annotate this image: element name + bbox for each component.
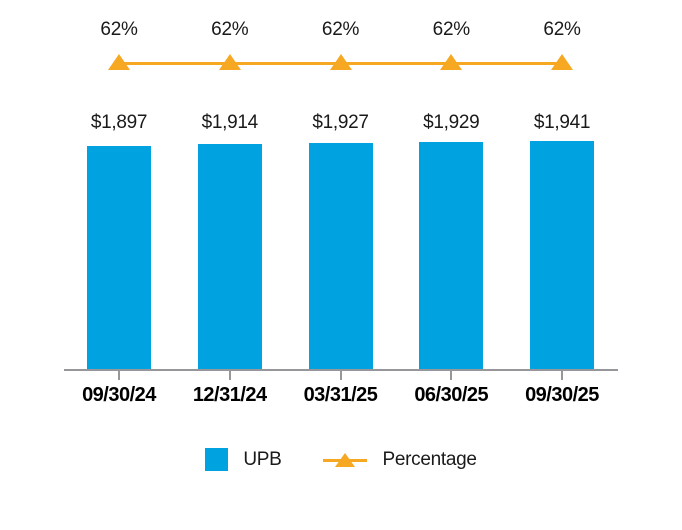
percentage-marker-triangle-icon: [218, 54, 241, 70]
percentage-data-label: 62%: [432, 19, 470, 40]
upb-bar: [87, 146, 151, 369]
percentage-data-label: 62%: [321, 19, 360, 40]
upb-bar: [308, 143, 373, 369]
bar-value-label: $1,897: [90, 112, 148, 133]
x-axis-category-label: 09/30/24: [82, 384, 156, 406]
x-axis-line: [64, 369, 618, 371]
upb-bar: [197, 144, 262, 369]
percentage-marker-triangle-icon: [108, 54, 130, 70]
x-axis-tick: [228, 371, 231, 380]
x-axis-tick: [450, 371, 453, 380]
legend-label-percentage: Percentage: [382, 448, 477, 470]
x-axis-tick: [339, 371, 342, 380]
legend-item-percentage: Percentage: [323, 448, 477, 471]
x-axis-category-label: 06/30/25: [414, 384, 489, 406]
percentage-marker-triangle-icon: [329, 54, 352, 70]
bar-value-label: $1,914: [201, 112, 259, 133]
x-axis-tick: [561, 371, 563, 380]
x-axis-category-label: 12/31/24: [192, 384, 267, 406]
percentage-data-label: 62%: [211, 19, 249, 40]
percentage-marker-triangle-icon: [551, 54, 573, 70]
percentage-marker-triangle-icon: [440, 54, 463, 70]
legend-label-upb: UPB: [243, 448, 282, 470]
upb-bar: [530, 141, 594, 369]
bar-value-label: $1,929: [423, 112, 480, 133]
percentage-data-label: 62%: [543, 19, 581, 40]
percentage-marker-icon: [323, 452, 368, 468]
bar-value-label: $1,941: [533, 112, 591, 133]
legend-item-upb: UPB: [205, 448, 282, 471]
bar-value-label: $1,927: [312, 112, 369, 133]
percentage-data-label: 62%: [100, 19, 138, 40]
x-axis-category-label: 09/30/25: [525, 384, 599, 406]
x-axis-tick: [118, 371, 120, 380]
upb-bar: [419, 142, 484, 369]
upb-swatch-icon: [205, 448, 229, 471]
legend: UPB Percentage: [0, 448, 682, 471]
x-axis-category-label: 03/31/25: [303, 384, 378, 406]
